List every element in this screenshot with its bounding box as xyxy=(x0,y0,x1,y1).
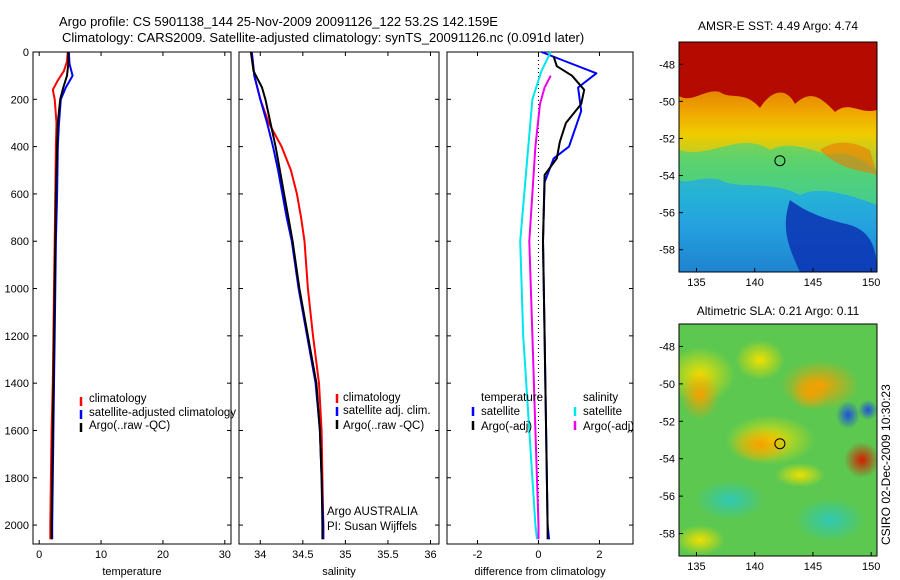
legend-label-climatology: climatology xyxy=(89,393,147,405)
sst-map-axes: 135 140 145 150 -48 -50 -52 -54 -56 -58 xyxy=(659,59,880,289)
legend-label-satellite: satellite adj. clim. xyxy=(343,405,431,417)
difference-series-salinity-satellite xyxy=(519,51,552,540)
x-tick-label: 34.5 xyxy=(292,549,313,561)
sla-map: 135 140 145 150 -48 -50 -52 -54 -56 -58 xyxy=(659,323,880,573)
y-tick-label: 400 xyxy=(11,142,29,154)
x-tick-label: 2 xyxy=(596,549,602,561)
legend-label-temperature-argo: Argo(-adj) xyxy=(481,421,532,433)
map-x-tick-label: 135 xyxy=(687,561,705,573)
y-tick-label: 1600 xyxy=(5,425,29,437)
y-tick-label: 1800 xyxy=(5,473,29,485)
sst-map-title: AMSR-E SST: 4.49 Argo: 4.74 xyxy=(698,19,858,33)
y-tick-label: 800 xyxy=(11,236,29,248)
map-x-tick-label: 145 xyxy=(804,277,822,289)
salinity-x-axis-label: salinity xyxy=(322,566,356,578)
difference-series-temperature-satellite xyxy=(541,51,598,540)
sst-map: 135 140 145 150 -48 -50 -52 -54 -56 -58 xyxy=(659,41,880,289)
x-tick-label: 0 xyxy=(36,549,42,561)
x-tick-label: 34 xyxy=(254,549,266,561)
x-tick-label: 36 xyxy=(424,549,436,561)
y-tick-label: 2000 xyxy=(5,520,29,532)
legend-group-temperature: temperature xyxy=(481,392,543,404)
map-x-tick-label: 135 xyxy=(687,277,705,289)
x-tick-label: -2 xyxy=(473,549,483,561)
temperature-legend: climatology satellite-adjusted climatolo… xyxy=(79,393,236,432)
y-tick-label: 1400 xyxy=(5,378,29,390)
map-y-tick-label: -58 xyxy=(659,529,675,541)
map-y-tick-label: -48 xyxy=(659,59,675,71)
y-tick-label: 1000 xyxy=(5,284,29,296)
map-y-tick-label: -48 xyxy=(659,341,675,353)
argo-float-marker xyxy=(774,438,786,450)
map-x-tick-label: 140 xyxy=(746,561,764,573)
x-tick-label: 20 xyxy=(157,549,169,561)
map-y-tick-label: -54 xyxy=(659,171,675,183)
header-line-2: Climatology: CARS2009. Satellite-adjuste… xyxy=(62,30,584,45)
map-y-tick-label: -54 xyxy=(659,454,675,466)
legend-label-salinity-satellite: satellite xyxy=(583,406,622,418)
header-line-1: Argo profile: CS 5901138_144 25-Nov-2009… xyxy=(59,14,498,29)
y-tick-label: 1200 xyxy=(5,331,29,343)
temperature-series-argo-raw-qc xyxy=(50,52,70,540)
x-tick-label: 0 xyxy=(535,549,541,561)
legend-label-salinity-argo: Argo(-adj) xyxy=(583,421,634,433)
x-tick-label: 10 xyxy=(95,549,107,561)
x-tick-label: 35.5 xyxy=(377,549,398,561)
difference-x-axis-label: difference from climatology xyxy=(474,566,606,578)
legend-label-satellite: satellite-adjusted climatology xyxy=(89,407,236,419)
map-x-tick-label: 150 xyxy=(862,277,880,289)
credit-timestamp: CSIRO 02-Dec-2009 10:30:23 xyxy=(879,384,893,545)
legend-label-argo: Argo(..raw -QC) xyxy=(89,420,170,432)
legend-group-salinity: salinity xyxy=(583,392,618,404)
map-y-tick-label: -58 xyxy=(659,245,675,257)
map-y-tick-label: -50 xyxy=(659,96,675,108)
x-tick-label: 30 xyxy=(219,549,231,561)
salinity-series-satellite-adj-clim xyxy=(250,51,325,540)
salinity-legend: climatology satellite adj. clim. Argo(..… xyxy=(335,392,431,432)
legend-label-temperature-satellite: satellite xyxy=(481,406,520,418)
argo-country-annotation: Argo AUSTRALIA xyxy=(327,506,418,518)
argo-pi-annotation: PI: Susan Wijffels xyxy=(327,521,417,533)
sla-map-title: Altimetric SLA: 0.21 Argo: 0.11 xyxy=(697,304,860,318)
sla-field xyxy=(679,324,877,556)
map-y-tick-label: -50 xyxy=(659,379,675,391)
sla-map-axes: 135 140 145 150 -48 -50 -52 -54 -56 -58 xyxy=(659,341,880,573)
map-x-tick-label: 150 xyxy=(862,561,880,573)
y-tick-label: 200 xyxy=(11,94,29,106)
map-x-tick-label: 145 xyxy=(804,561,822,573)
map-y-tick-label: -56 xyxy=(659,491,675,503)
difference-profile-chart: -2 0 2 difference from climatology xyxy=(446,51,634,578)
temperature-x-axis-label: temperature xyxy=(102,566,161,578)
legend-label-argo: Argo(..raw -QC) xyxy=(343,420,424,432)
difference-series-salinity-argo-adj xyxy=(528,75,552,540)
y-tick-label: 0 xyxy=(23,47,29,59)
map-x-tick-label: 140 xyxy=(746,277,764,289)
salinity-plot-frame xyxy=(238,51,440,545)
difference-plot-frame xyxy=(446,51,634,545)
x-tick-label: 35 xyxy=(339,549,351,561)
legend-label-climatology: climatology xyxy=(343,392,401,404)
difference-series-temperature-argo-adj xyxy=(542,56,586,540)
map-y-tick-label: -56 xyxy=(659,208,675,220)
map-y-tick-label: -52 xyxy=(659,133,675,145)
salinity-series-climatology xyxy=(250,51,325,540)
salinity-series-argo-raw-qc xyxy=(249,51,324,540)
temperature-plot-frame xyxy=(32,51,232,545)
difference-legend: temperature salinity satellite Argo(-adj… xyxy=(471,392,634,433)
y-tick-label: 600 xyxy=(11,189,29,201)
temperature-profile-chart: 0 10 20 30 0 200 400 600 800 1000 1200 1400 1600 1800… xyxy=(5,47,232,578)
salinity-profile-chart: 34 34.5 35 35.5 36 salinity xyxy=(238,51,440,578)
sst-field xyxy=(679,42,877,272)
map-y-tick-label: -52 xyxy=(659,416,675,428)
argo-float-marker xyxy=(774,155,786,167)
